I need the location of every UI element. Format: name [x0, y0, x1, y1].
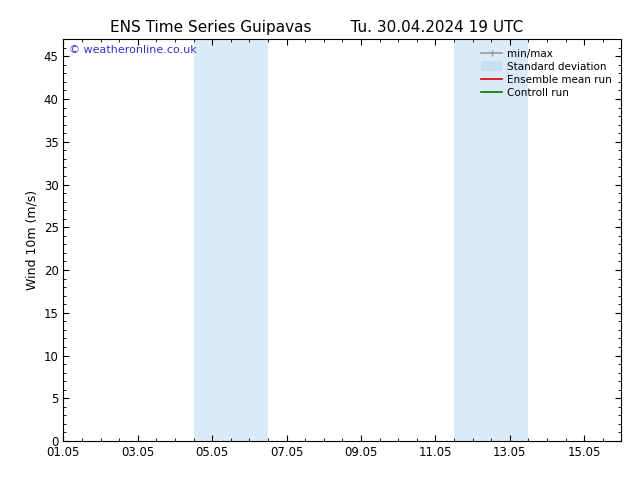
Y-axis label: Wind 10m (m/s): Wind 10m (m/s): [25, 190, 38, 290]
Text: © weatheronline.co.uk: © weatheronline.co.uk: [69, 45, 197, 55]
Bar: [454, 39, 528, 441]
Bar: [193, 39, 268, 441]
Legend: min/max, Standard deviation, Ensemble mean run, Controll run: min/max, Standard deviation, Ensemble me…: [477, 45, 616, 102]
Text: ENS Time Series Guipavas        Tu. 30.04.2024 19 UTC: ENS Time Series Guipavas Tu. 30.04.2024 …: [110, 20, 524, 35]
